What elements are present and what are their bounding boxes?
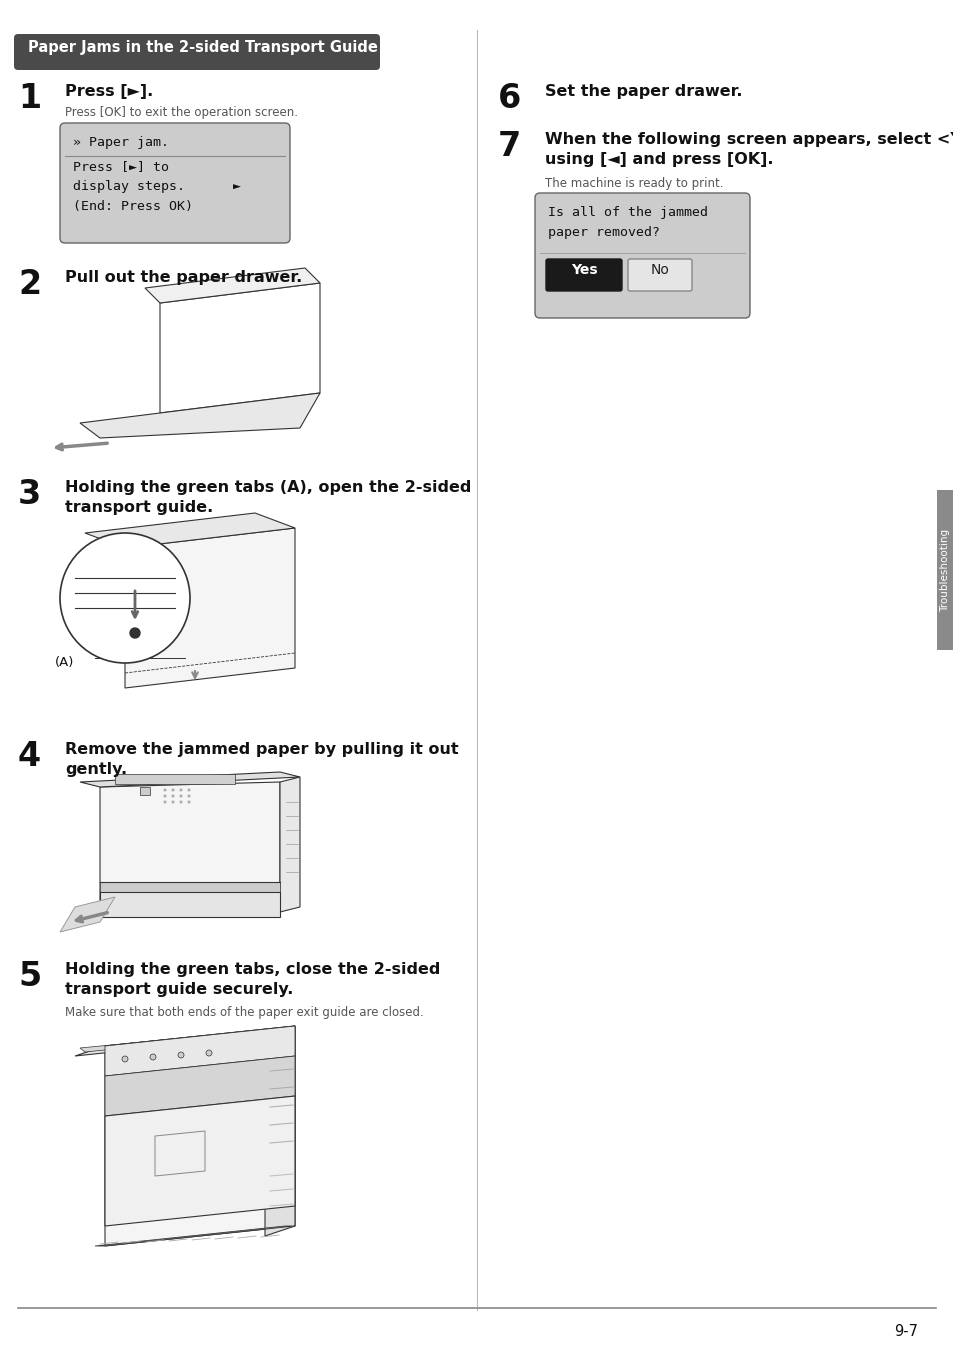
- Circle shape: [188, 801, 191, 803]
- Text: Press [►].: Press [►].: [65, 84, 153, 99]
- Text: 3: 3: [18, 478, 41, 512]
- Text: 7: 7: [497, 130, 520, 163]
- Circle shape: [179, 801, 182, 803]
- Text: Holding the green tabs, close the 2-sided: Holding the green tabs, close the 2-side…: [65, 963, 440, 977]
- Text: Holding the green tabs (A), open the 2-sided: Holding the green tabs (A), open the 2-s…: [65, 481, 471, 495]
- Text: Pull out the paper drawer.: Pull out the paper drawer.: [65, 270, 302, 285]
- Polygon shape: [265, 1026, 294, 1237]
- Polygon shape: [125, 528, 294, 688]
- Text: display steps.      ►: display steps. ►: [73, 180, 241, 193]
- Polygon shape: [80, 393, 319, 437]
- Circle shape: [179, 788, 182, 791]
- Text: The machine is ready to print.: The machine is ready to print.: [544, 177, 722, 190]
- FancyBboxPatch shape: [545, 259, 621, 292]
- Polygon shape: [105, 1096, 294, 1226]
- Text: transport guide.: transport guide.: [65, 500, 213, 514]
- Text: gently.: gently.: [65, 761, 127, 778]
- Text: 2: 2: [18, 269, 41, 301]
- Text: » Paper jam.: » Paper jam.: [73, 136, 169, 148]
- Text: Is all of the jammed: Is all of the jammed: [547, 207, 707, 219]
- Bar: [936, 490, 953, 649]
- Polygon shape: [105, 1026, 294, 1246]
- Circle shape: [188, 788, 191, 791]
- Text: (A): (A): [55, 656, 74, 670]
- Text: using [◄] and press [OK].: using [◄] and press [OK].: [544, 153, 773, 167]
- Text: When the following screen appears, select <Yes>: When the following screen appears, selec…: [544, 132, 953, 147]
- FancyBboxPatch shape: [60, 123, 290, 243]
- Text: (End: Press OK): (End: Press OK): [73, 200, 193, 213]
- Text: 9-7: 9-7: [893, 1324, 917, 1339]
- Circle shape: [172, 795, 174, 798]
- Polygon shape: [60, 896, 115, 932]
- Polygon shape: [145, 269, 319, 302]
- Polygon shape: [105, 1056, 294, 1116]
- Text: 1: 1: [18, 82, 41, 115]
- Polygon shape: [75, 1026, 294, 1056]
- Text: 6: 6: [497, 82, 520, 115]
- Polygon shape: [95, 1226, 294, 1246]
- FancyBboxPatch shape: [627, 259, 691, 292]
- Text: Remove the jammed paper by pulling it out: Remove the jammed paper by pulling it ou…: [65, 743, 458, 757]
- FancyBboxPatch shape: [535, 193, 749, 319]
- Polygon shape: [280, 778, 299, 913]
- Polygon shape: [80, 772, 299, 787]
- Circle shape: [60, 533, 190, 663]
- Circle shape: [206, 1050, 212, 1056]
- Bar: [100, 882, 280, 892]
- Text: Set the paper drawer.: Set the paper drawer.: [544, 84, 741, 99]
- Text: transport guide securely.: transport guide securely.: [65, 981, 294, 998]
- Polygon shape: [85, 513, 294, 548]
- Text: Paper Jams in the 2-sided Transport Guide: Paper Jams in the 2-sided Transport Guid…: [28, 40, 377, 55]
- Polygon shape: [80, 1031, 265, 1052]
- Circle shape: [172, 788, 174, 791]
- Text: Make sure that both ends of the paper exit guide are closed.: Make sure that both ends of the paper ex…: [65, 1006, 423, 1019]
- Text: Press [OK] to exit the operation screen.: Press [OK] to exit the operation screen.: [65, 107, 297, 119]
- Text: Troubleshooting: Troubleshooting: [940, 528, 949, 612]
- Circle shape: [172, 801, 174, 803]
- Circle shape: [163, 795, 167, 798]
- Text: Yes: Yes: [570, 263, 597, 277]
- Polygon shape: [105, 1026, 294, 1076]
- Circle shape: [163, 801, 167, 803]
- Circle shape: [179, 795, 182, 798]
- Circle shape: [122, 1056, 128, 1062]
- Text: No: No: [650, 263, 669, 277]
- Circle shape: [188, 795, 191, 798]
- Polygon shape: [100, 892, 280, 917]
- Bar: [140, 787, 150, 795]
- Circle shape: [163, 788, 167, 791]
- Text: 4: 4: [18, 740, 41, 774]
- Circle shape: [150, 1054, 156, 1060]
- Text: paper removed?: paper removed?: [547, 225, 659, 239]
- Text: 5: 5: [18, 960, 41, 994]
- Bar: [115, 774, 234, 784]
- FancyBboxPatch shape: [14, 34, 379, 70]
- Polygon shape: [100, 782, 280, 917]
- Circle shape: [178, 1052, 184, 1058]
- Text: Press [►] to: Press [►] to: [73, 161, 169, 173]
- Circle shape: [130, 628, 140, 639]
